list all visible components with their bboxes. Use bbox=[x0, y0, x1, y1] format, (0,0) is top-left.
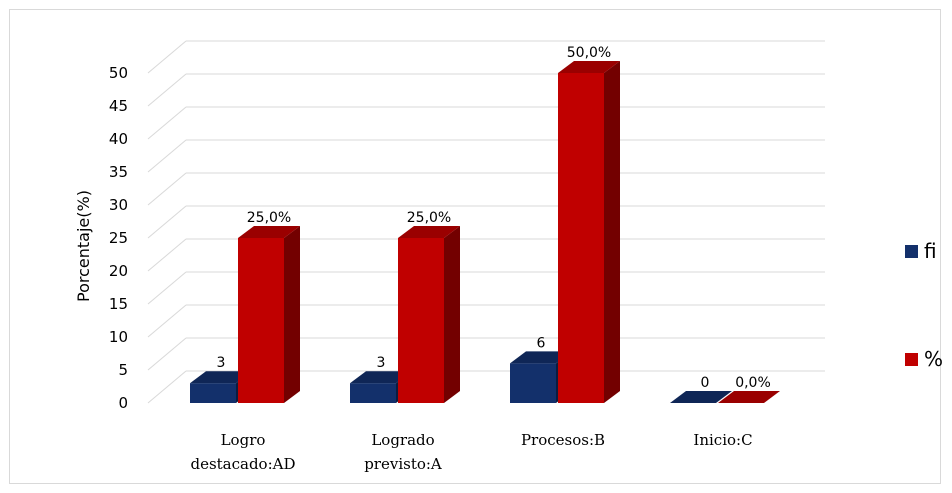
bar-pct-top bbox=[718, 391, 780, 403]
y-tick-label: 10 bbox=[109, 328, 128, 346]
bar-fi bbox=[190, 383, 236, 403]
bar-fi bbox=[350, 383, 396, 403]
legend-swatch bbox=[905, 353, 918, 366]
data-label: 0,0% bbox=[735, 375, 771, 391]
bar-fi-top bbox=[350, 371, 412, 384]
gridline-side bbox=[147, 370, 187, 404]
gridline-side bbox=[147, 304, 187, 338]
bar-pct-side bbox=[444, 226, 460, 403]
x-category-label: Inicio:C bbox=[693, 431, 752, 449]
data-label: 0 bbox=[701, 375, 710, 391]
bar-pct bbox=[558, 73, 604, 403]
bar-fi-top bbox=[190, 371, 252, 384]
bar-pct-side bbox=[284, 226, 300, 403]
bar-fi bbox=[510, 363, 556, 403]
gridline-side bbox=[147, 40, 187, 74]
bar-pct-top bbox=[398, 226, 460, 238]
gridline-side bbox=[147, 205, 187, 239]
y-tick-label: 40 bbox=[109, 130, 128, 148]
gridline-side bbox=[147, 106, 187, 140]
legend-label: % bbox=[924, 347, 943, 371]
x-category-label: destacado:AD bbox=[190, 455, 295, 473]
y-tick-label: 15 bbox=[109, 295, 128, 313]
gridline-side bbox=[147, 238, 187, 272]
gridline-side bbox=[147, 73, 187, 107]
data-label: 25,0% bbox=[407, 210, 451, 226]
y-tick-label: 30 bbox=[109, 196, 128, 214]
data-label: 3 bbox=[377, 355, 386, 371]
chart-frame bbox=[9, 9, 941, 484]
data-label: 25,0% bbox=[247, 210, 291, 226]
legend-swatch bbox=[905, 245, 918, 258]
y-tick-label: 35 bbox=[109, 163, 128, 181]
y-tick-label: 20 bbox=[109, 262, 128, 280]
bar-pct-top bbox=[238, 226, 300, 238]
x-category-label: Procesos:B bbox=[521, 431, 605, 449]
bar-pct-top bbox=[558, 61, 620, 73]
y-tick-label: 45 bbox=[109, 97, 128, 115]
bar-pct-side bbox=[604, 61, 620, 403]
y-tick-label: 0 bbox=[118, 394, 128, 412]
x-category-label: previsto:A bbox=[364, 455, 442, 473]
data-label: 50,0% bbox=[567, 45, 611, 61]
data-label: 3 bbox=[217, 355, 226, 371]
y-tick-label: 25 bbox=[109, 229, 128, 247]
gridline-side bbox=[147, 172, 187, 206]
gridline-side bbox=[147, 271, 187, 305]
data-label: 6 bbox=[537, 335, 546, 351]
y-tick-label: 5 bbox=[118, 361, 128, 379]
x-category-label: Logrado bbox=[371, 431, 434, 449]
bar-fi-top bbox=[670, 391, 732, 403]
gridline-side bbox=[147, 139, 187, 173]
x-category-label: Logro bbox=[221, 431, 266, 449]
y-axis-title: Porcentaje(%) bbox=[74, 190, 93, 302]
bar-pct bbox=[398, 238, 444, 403]
bar-pct bbox=[238, 238, 284, 403]
gridline-side bbox=[147, 337, 187, 371]
legend-label: fi bbox=[924, 239, 937, 263]
y-tick-label: 50 bbox=[109, 64, 128, 82]
bar-fi-top bbox=[510, 351, 572, 364]
